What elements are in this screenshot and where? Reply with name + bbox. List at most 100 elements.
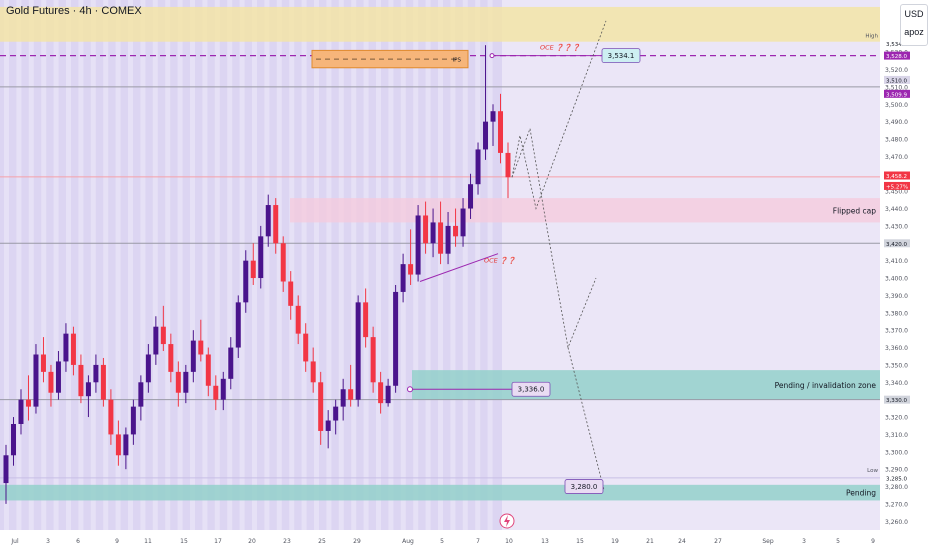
time-tick: 9 (871, 538, 875, 545)
candle-body[interactable] (10, 424, 16, 456)
session-stripe (276, 0, 282, 530)
candle-body[interactable] (235, 302, 241, 348)
candle-body[interactable] (55, 361, 61, 393)
currency-box[interactable]: USD apoz (900, 4, 928, 46)
candle-body[interactable] (483, 121, 489, 150)
candle-body[interactable] (393, 291, 399, 386)
candle-body[interactable] (400, 264, 406, 292)
candle-body[interactable] (205, 354, 211, 386)
candle-body[interactable] (355, 302, 361, 400)
candle-body[interactable] (85, 382, 91, 397)
session-stripe (128, 0, 133, 530)
candle-body[interactable] (370, 337, 376, 383)
high-marker-dot (489, 53, 495, 59)
candle-body[interactable] (3, 455, 9, 484)
candle-body[interactable] (408, 264, 414, 275)
candle-body[interactable] (445, 225, 451, 254)
time-tick: 5 (836, 538, 840, 545)
candle-body[interactable] (498, 111, 504, 153)
candle-body[interactable] (265, 205, 271, 237)
candle-body[interactable] (340, 389, 346, 407)
price-tick: 3,350.0 (885, 362, 908, 369)
candle-body[interactable] (243, 260, 249, 303)
projection-path-c (567, 347, 605, 491)
zone-rect (0, 484, 880, 501)
candle-body[interactable] (153, 326, 159, 355)
candle-body[interactable] (318, 382, 324, 431)
low-marker-dot (407, 386, 413, 393)
candle-body[interactable] (93, 364, 99, 383)
candle-body[interactable] (160, 326, 166, 345)
session-stripe (41, 0, 47, 530)
candle-body[interactable] (453, 225, 459, 237)
session-stripe (165, 0, 171, 530)
time-tick: 11 (144, 538, 152, 545)
price-label-bg (884, 75, 910, 84)
candle-body[interactable] (295, 305, 301, 334)
candle-body[interactable] (115, 434, 121, 456)
price-tick: 3,500.0 (885, 102, 908, 109)
candle-body[interactable] (280, 243, 286, 282)
candle-body[interactable] (63, 333, 69, 362)
candle-body[interactable] (460, 208, 466, 237)
candle-body[interactable] (78, 364, 84, 397)
candle-body[interactable] (108, 399, 114, 435)
candle-body[interactable] (430, 222, 436, 244)
candle-body[interactable] (33, 354, 39, 407)
candle-body[interactable] (333, 406, 339, 421)
session-stripe (388, 0, 394, 530)
time-tick: 7 (476, 538, 480, 545)
session-stripe (314, 0, 319, 530)
candle-body[interactable] (438, 222, 444, 254)
candle-body[interactable] (48, 371, 54, 393)
candle-body[interactable] (385, 385, 391, 404)
candle-body[interactable] (18, 399, 24, 424)
candle-body[interactable] (250, 260, 256, 279)
candle-body[interactable] (475, 149, 481, 185)
session-stripe (66, 0, 71, 530)
candle-body[interactable] (123, 434, 129, 456)
candle-body[interactable] (220, 378, 226, 400)
candle-body[interactable] (310, 361, 316, 383)
candle-body[interactable] (303, 333, 309, 362)
session-stripe (177, 0, 183, 530)
session-stripe (227, 0, 233, 530)
candle-body[interactable] (348, 389, 354, 400)
candle-body[interactable] (175, 371, 181, 393)
callout-box (601, 48, 641, 64)
time-tick: Aug (402, 538, 414, 545)
time-tick: 17 (214, 538, 222, 545)
candle-body[interactable] (70, 333, 76, 365)
callout-text: 3,336.0 (518, 386, 545, 394)
candle-body[interactable] (258, 236, 264, 279)
price-label: 3,509.9 (886, 92, 907, 98)
candle-body[interactable] (415, 215, 421, 275)
candle-body[interactable] (273, 205, 279, 244)
candle-body[interactable] (490, 111, 496, 122)
candle-body[interactable] (505, 152, 511, 178)
oce-high-label: OCE ❓❓❓ (540, 44, 580, 52)
candle-body[interactable] (168, 344, 174, 372)
candle-body[interactable] (130, 406, 136, 435)
candle-body[interactable] (190, 340, 196, 372)
candle-body[interactable] (198, 340, 204, 355)
candle-body[interactable] (183, 371, 189, 393)
price-tick: 3,390.0 (885, 293, 908, 300)
candle-body[interactable] (40, 354, 46, 372)
candle-body[interactable] (100, 364, 106, 400)
candle-body[interactable] (288, 281, 294, 306)
candle-body[interactable] (468, 184, 474, 209)
session-stripe (202, 0, 208, 530)
session-stripe (487, 0, 493, 530)
candle-body[interactable] (25, 399, 31, 407)
candle-body[interactable] (378, 382, 384, 404)
candle-body[interactable] (228, 347, 234, 379)
candle-body[interactable] (325, 420, 331, 431)
candle-body[interactable] (138, 382, 144, 407)
candle-body[interactable] (363, 302, 369, 338)
candle-body[interactable] (423, 215, 429, 244)
zone-label: Pending (846, 489, 876, 498)
candle-body[interactable] (145, 354, 151, 383)
candle-body[interactable] (213, 385, 219, 400)
